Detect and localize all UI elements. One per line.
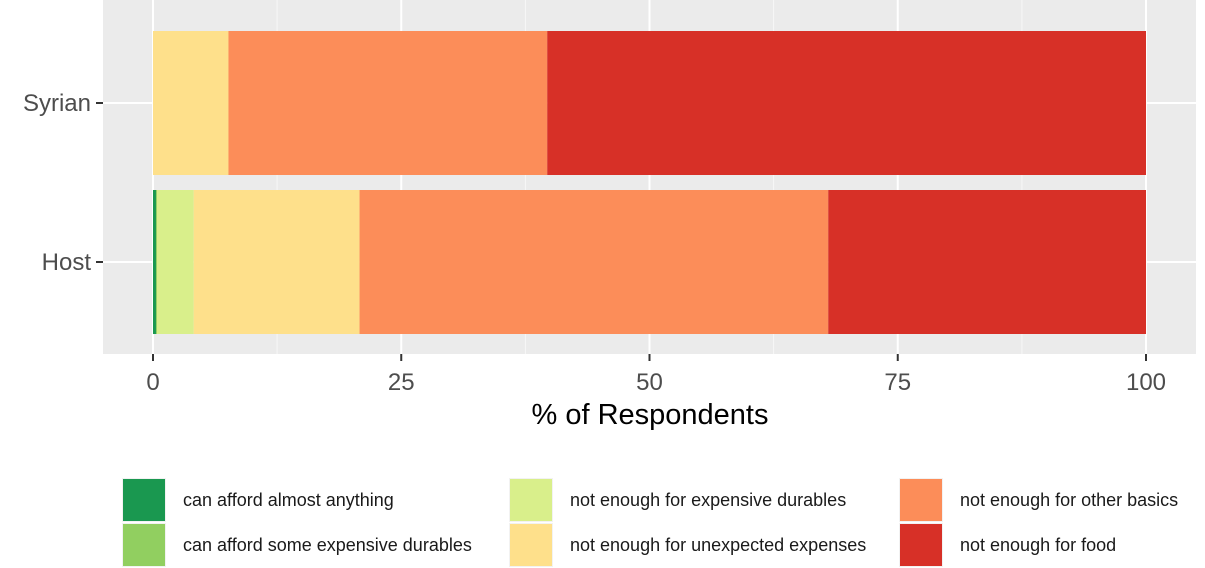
legend-swatch: [122, 523, 166, 567]
legend-label: not enough for expensive durables: [570, 489, 847, 510]
bar-segment: [193, 190, 360, 334]
legend-item: not enough for expensive durables: [509, 478, 846, 522]
x-axis-title: % of Respondents: [532, 399, 769, 431]
legend-swatch: [509, 478, 553, 522]
y-tick-label: Host: [42, 249, 92, 276]
legend-label: not enough for food: [960, 534, 1117, 555]
legend-item: can afford some expensive durables: [122, 523, 472, 567]
legend-label: can afford some expensive durables: [183, 534, 472, 555]
legend-label: not enough for unexpected expenses: [570, 534, 867, 555]
chart: Syrian Host 0 25 50 75 100 % of Respondents: [23, 0, 1196, 431]
legend-swatch: [899, 523, 943, 567]
x-tick-label: 100: [1126, 369, 1166, 396]
bar-segment: [828, 190, 1146, 334]
x-tick-label: 25: [388, 369, 415, 396]
bar-segment: [153, 31, 229, 175]
bars: [153, 31, 1146, 334]
legend-item: not enough for food: [899, 523, 1116, 567]
bar-segment: [547, 31, 1146, 175]
bar-segment: [228, 31, 548, 175]
x-tick-label: 0: [146, 369, 159, 396]
y-tick-label: Syrian: [23, 90, 91, 117]
legend-swatch: [509, 523, 553, 567]
x-tick-label: 75: [884, 369, 911, 396]
legend-label: can afford almost anything: [183, 489, 394, 510]
legend-item: not enough for unexpected expenses: [509, 523, 866, 567]
legend-swatch: [899, 478, 943, 522]
legend-swatch: [122, 478, 166, 522]
bar-segment: [359, 190, 829, 334]
bar-segment: [153, 190, 156, 334]
x-tick-label: 50: [636, 369, 663, 396]
legend-item: can afford almost anything: [122, 478, 394, 522]
bar-segment: [155, 190, 157, 334]
legend: can afford almost anything can afford so…: [122, 478, 1205, 568]
bar-segment: [156, 190, 194, 334]
legend-label: not enough for other basics: [960, 489, 1179, 510]
legend-item: not enough for other basics: [899, 478, 1178, 522]
axes: Syrian Host 0 25 50 75 100: [23, 90, 1166, 396]
